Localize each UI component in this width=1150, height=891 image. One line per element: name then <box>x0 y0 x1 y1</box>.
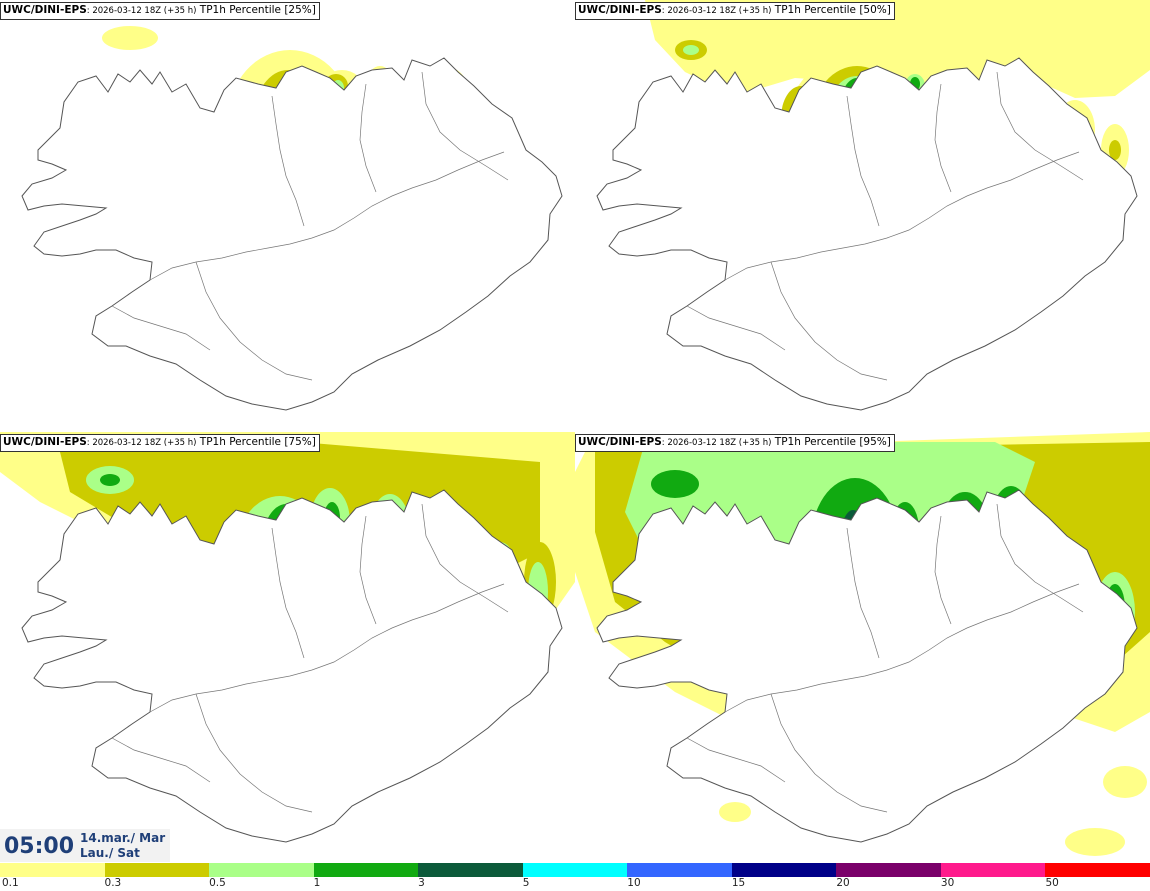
colorbar-label: 15 <box>731 877 746 889</box>
panel-title: UWC/DINI-EPS: 2026-03-12 18Z (+35 h) TP1… <box>575 434 895 452</box>
coastline <box>21 57 563 411</box>
coastline <box>596 489 1138 843</box>
colorbar-label: 30 <box>940 877 955 889</box>
colorbar-segment <box>1045 863 1150 877</box>
valid-time-box: 05:00 14.mar./ Mar Lau./ Sat <box>0 829 170 862</box>
precip-map-p95 <box>575 432 1150 856</box>
precip-map-p25 <box>21 26 563 411</box>
panel-title: UWC/DINI-EPS: 2026-03-12 18Z (+35 h) TP1… <box>575 2 895 20</box>
colorbar-labels: 0.1 0.3 0.5 1 3 5 10 15 20 30 50 <box>0 877 1150 891</box>
colorbar-label: 3 <box>418 877 425 889</box>
coastline <box>596 57 1138 411</box>
colorbar-label: 50 <box>1045 877 1059 889</box>
precip-map-p50 <box>596 0 1150 411</box>
valid-day: Lau./ Sat <box>80 846 140 860</box>
colorbar-label: 0.3 <box>104 877 122 889</box>
colorbar-label: 20 <box>836 877 850 889</box>
colorbar-segment <box>522 863 628 877</box>
colorbar-label: 0.5 <box>209 877 226 889</box>
map-panel-p95: UWC/DINI-EPS: 2026-03-12 18Z (+35 h) TP1… <box>575 432 1150 862</box>
map-panel-p75: UWC/DINI-EPS: 2026-03-12 18Z (+35 h) TP1… <box>0 432 575 862</box>
colorbar-segment <box>209 863 314 877</box>
precip-colorbar <box>0 863 1150 877</box>
colorbar-label: 10 <box>627 877 641 889</box>
panel-title: UWC/DINI-EPS: 2026-03-12 18Z (+35 h) TP1… <box>0 434 320 452</box>
colorbar-segment <box>313 863 419 877</box>
colorbar-label: 0.1 <box>2 877 19 889</box>
coastline <box>21 489 563 843</box>
valid-time: 05:00 <box>4 834 75 859</box>
colorbar-label: 1 <box>313 877 321 889</box>
colorbar-segment <box>940 863 1046 877</box>
valid-date: 14.mar./ Mar <box>80 831 166 845</box>
colorbar-segment <box>104 863 210 877</box>
colorbar-segment <box>418 863 523 877</box>
map-panel-p50: UWC/DINI-EPS: 2026-03-12 18Z (+35 h) TP1… <box>575 0 1150 430</box>
colorbar-segment <box>0 863 105 877</box>
colorbar-label: 5 <box>522 877 530 889</box>
panel-title: UWC/DINI-EPS: 2026-03-12 18Z (+35 h) TP1… <box>0 2 320 20</box>
colorbar-segment <box>627 863 732 877</box>
colorbar-segment <box>836 863 941 877</box>
colorbar-segment <box>731 863 837 877</box>
precip-map-p75 <box>0 432 575 843</box>
map-panel-p25: UWC/DINI-EPS: 2026-03-12 18Z (+35 h) TP1… <box>0 0 575 430</box>
